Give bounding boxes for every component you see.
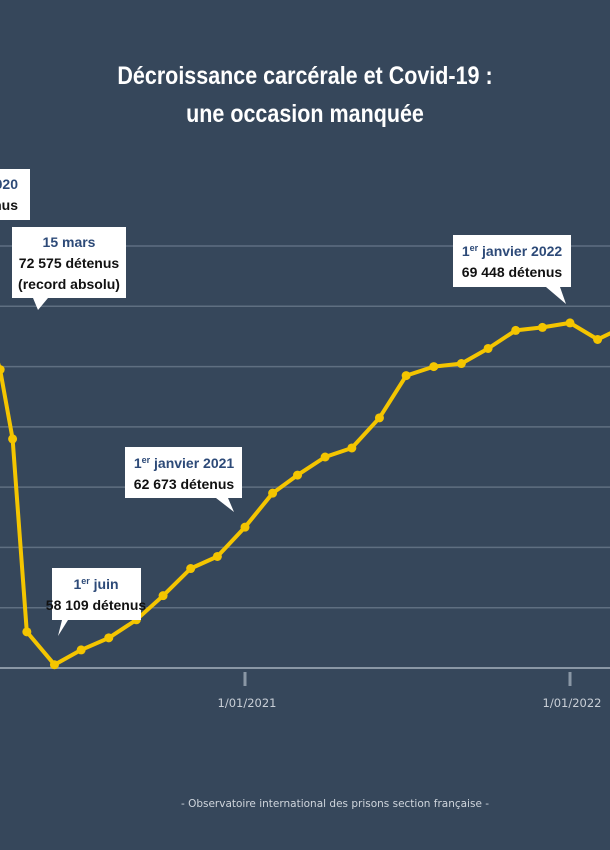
callout-value: 72 575 détenus (19, 255, 120, 271)
data-point (483, 343, 493, 353)
callout-box (52, 568, 141, 636)
callout-box (12, 227, 126, 310)
callout-value: 62 673 détenus (134, 476, 235, 492)
data-point (158, 591, 168, 601)
callout-1er-juin: 1er juin 58 109 détenus (46, 568, 147, 636)
source-credit: - Observatoire international des prisons… (180, 798, 490, 810)
data-point (186, 564, 196, 574)
data-point (401, 371, 411, 381)
data-point (565, 318, 575, 328)
x-axis: 1/01/2021 1/01/2022 (218, 672, 602, 710)
data-point (49, 660, 59, 670)
data-point (456, 359, 466, 369)
x-tick-mark (243, 672, 247, 686)
callout-title: 15 mars (43, 234, 96, 250)
callout-title: 1er janvier 2022 (462, 243, 563, 259)
callout-title: 1er janvier 2021 (134, 455, 235, 471)
data-point (511, 325, 521, 335)
data-point (22, 627, 32, 637)
callout-title: 1er juin (73, 576, 118, 592)
x-tick-label-2021: 1/01/2021 (218, 696, 277, 710)
x-tick-mark (568, 672, 572, 686)
callout-1er-janvier-2022: 1er janvier 2022 69 448 détenus (453, 235, 571, 304)
data-point (268, 488, 278, 498)
data-point (104, 633, 114, 643)
data-point (429, 362, 439, 372)
x-tick-label-2022: 1/01/2022 (543, 696, 602, 710)
callout-box (0, 169, 30, 220)
data-point (374, 413, 384, 423)
callout-value: 58 109 détenus (46, 597, 147, 613)
data-point (593, 334, 603, 344)
data-point (240, 522, 250, 532)
series-line (0, 320, 610, 667)
callout-box (125, 447, 242, 512)
chart-title-line-1: Décroissance carcérale et Covid-19 : (117, 62, 493, 90)
data-point (0, 365, 5, 375)
callout-value: 69 448 détenus (462, 264, 563, 280)
chart-title-line-2: une occasion manquée (186, 100, 424, 128)
callout-15-mars: 15 mars 72 575 détenus (record absolu) (12, 227, 126, 310)
data-point (212, 551, 222, 561)
data-point (76, 645, 86, 655)
data-point (537, 322, 547, 332)
callout-early-2020: 020 nus (0, 169, 30, 220)
series-prisoners (0, 318, 610, 670)
data-point (293, 470, 303, 480)
callout-box (453, 235, 571, 304)
callout-title: 020 (0, 176, 18, 192)
data-point (8, 434, 18, 444)
data-point (320, 452, 330, 462)
callout-note: (record absolu) (18, 276, 120, 292)
data-point (347, 443, 357, 453)
callout-value: nus (0, 197, 18, 213)
callout-1er-janvier-2021: 1er janvier 2021 62 673 détenus (125, 447, 242, 512)
